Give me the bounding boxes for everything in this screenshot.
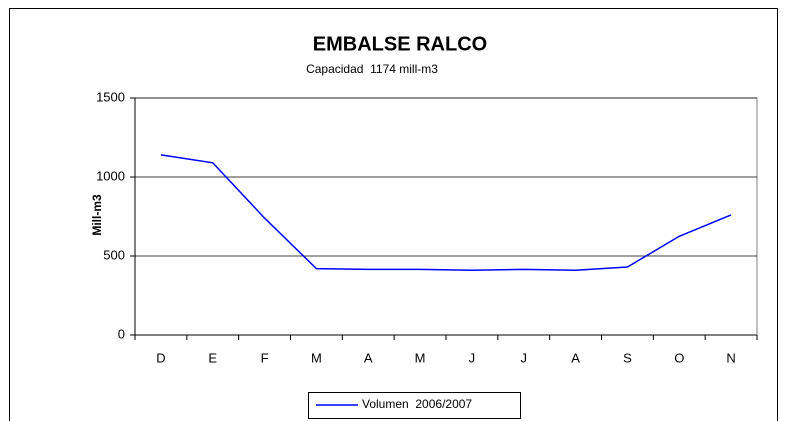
y-tick-label: 1500 bbox=[96, 89, 125, 104]
x-tick-label: J bbox=[521, 350, 528, 365]
chart-subtitle: Capacidad 1174 mill-m3 bbox=[306, 62, 438, 76]
x-tick-label: N bbox=[726, 350, 735, 365]
x-tick-label: E bbox=[208, 350, 217, 365]
series-line bbox=[160, 154, 732, 271]
x-tick-label: M bbox=[311, 350, 322, 365]
x-tick-label: A bbox=[364, 350, 373, 365]
x-tick-label: F bbox=[261, 350, 269, 365]
x-tick-label: J bbox=[469, 350, 476, 365]
chart-title: EMBALSE RALCO bbox=[313, 33, 487, 55]
x-tick-label: A bbox=[571, 350, 580, 365]
y-tick-label: 0 bbox=[118, 326, 125, 341]
y-tick-label: 500 bbox=[103, 247, 125, 262]
x-tick-label: S bbox=[623, 350, 632, 365]
plot-area bbox=[134, 97, 758, 336]
y-tick-label: 1000 bbox=[96, 168, 125, 183]
legend-label: Volumen 2006/2007 bbox=[362, 397, 472, 411]
y-axis-label: Mill-m3 bbox=[90, 194, 104, 236]
x-tick-label: D bbox=[156, 350, 165, 365]
x-tick-label: O bbox=[674, 350, 684, 365]
x-tick-label: M bbox=[415, 350, 426, 365]
